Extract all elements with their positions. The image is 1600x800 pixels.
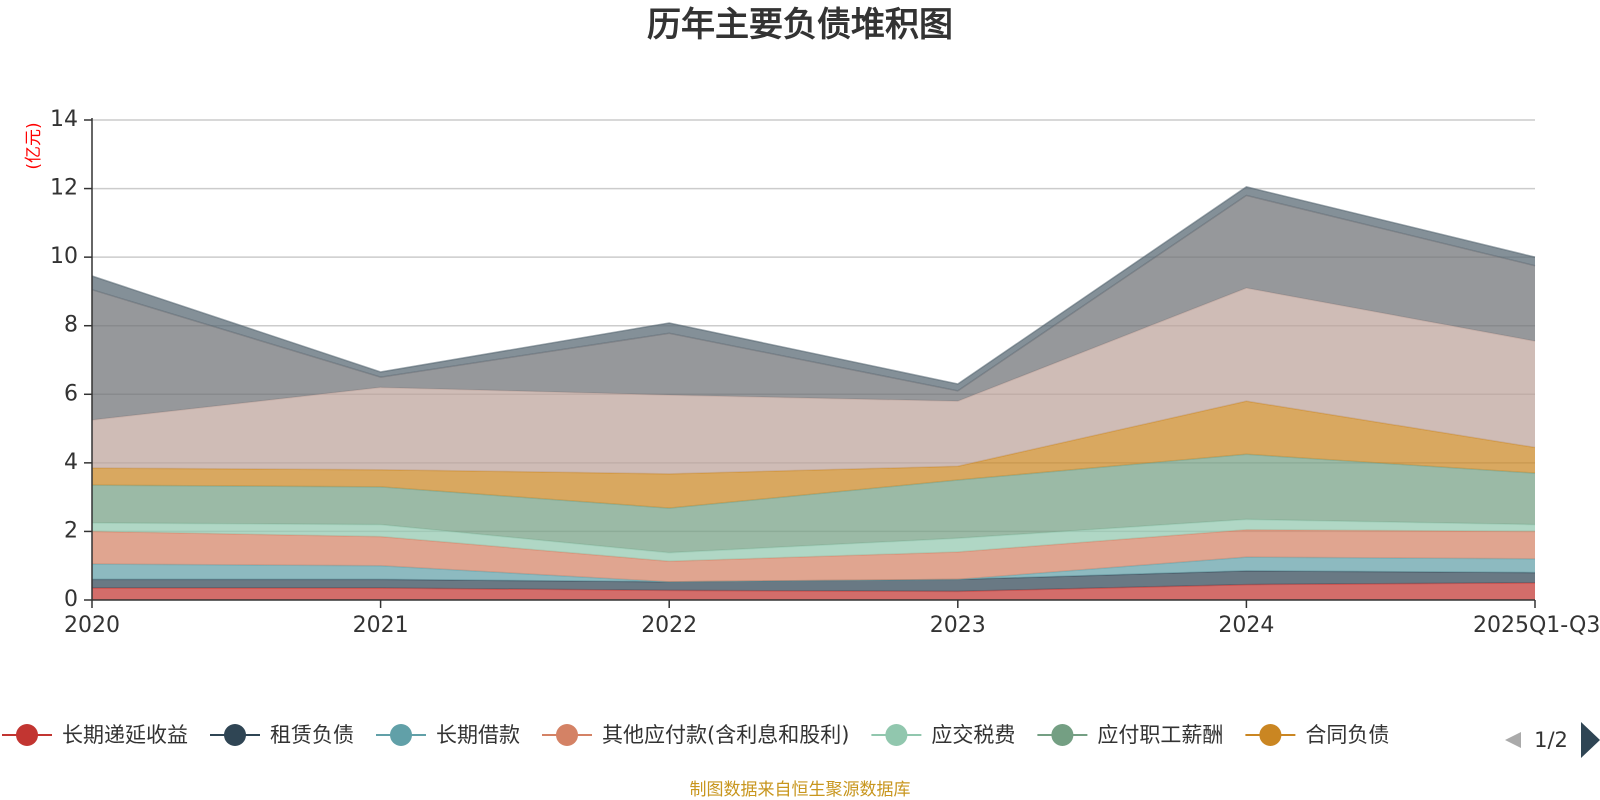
legend-circle-icon (1259, 724, 1282, 746)
area-series-10[interactable] (92, 186, 1535, 391)
legend-item[interactable]: 长期递延收益 (2, 723, 188, 747)
area-series-7[interactable] (92, 401, 1535, 509)
area-series (91, 186, 1536, 600)
axes (91, 118, 1535, 601)
x-tick-label: 2022 (641, 613, 697, 638)
chart-title: 历年主要负债堆积图 (647, 5, 953, 45)
y-tick-label: 14 (50, 107, 78, 132)
y-tick-label: 10 (50, 244, 78, 269)
x-tick-label: 2020 (64, 613, 120, 638)
legend-label: 应付职工薪酬 (1097, 723, 1223, 747)
legend-circle-icon (390, 724, 412, 746)
x-tick-label: 2024 (1218, 613, 1274, 638)
legend-item[interactable]: 应付职工薪酬 (1037, 723, 1223, 747)
x-tick-label: 2025Q1-Q3 (1473, 613, 1600, 638)
legend-item[interactable]: 合同负债 (1245, 723, 1389, 747)
y-tick-label: 2 (64, 518, 78, 543)
x-axis-ticks: 2020 2021 2022 2023 2024 2025Q1-Q3 (64, 600, 1600, 638)
legend-pager: 1/2 (1505, 722, 1600, 758)
area-series-8[interactable] (92, 288, 1535, 474)
legend-circle-icon (224, 724, 246, 746)
area-series-6[interactable] (92, 454, 1535, 553)
legend-next-page-icon[interactable] (1581, 722, 1600, 758)
x-tick-label: 2021 (353, 613, 409, 638)
legend-circle-icon (556, 724, 578, 746)
legend-label: 应交税费 (931, 723, 1015, 747)
y-tick-label: 12 (50, 176, 78, 201)
x-tick-label: 2023 (930, 613, 986, 638)
y-axis-ticks: 0 2 4 6 8 10 12 14 (50, 107, 92, 612)
legend-label: 合同负债 (1305, 723, 1389, 747)
y-tick-label: 4 (64, 450, 78, 475)
legend-circle-icon (1051, 724, 1074, 746)
legend-item[interactable]: 其他应付款(含利息和股利) (542, 723, 849, 747)
legend: 长期递延收益 租赁负债 长期借款 其他应付款(含利息和股利) 应交税费 应付职工薪酬 合同负… (2, 723, 1389, 747)
area-series-10-line (91, 186, 1536, 385)
area-series-5[interactable] (92, 519, 1535, 562)
y-axis-unit: (亿元) (24, 122, 44, 169)
legend-item[interactable]: 长期借款 (376, 723, 520, 747)
legend-page-indicator: 1/2 (1534, 728, 1568, 752)
legend-circle-icon (885, 724, 908, 746)
y-tick-label: 0 (64, 587, 78, 612)
y-tick-label: 8 (64, 313, 78, 338)
legend-label: 其他应付款(含利息和股利) (602, 723, 849, 747)
legend-prev-page-icon[interactable] (1505, 732, 1521, 748)
data-source-note: 制图数据来自恒生聚源数据库 (690, 780, 911, 800)
area-series-9[interactable] (92, 195, 1535, 420)
legend-circle-icon (16, 724, 38, 746)
y-tick-label: 6 (64, 381, 78, 406)
legend-label: 长期借款 (436, 723, 520, 747)
legend-label: 租赁负债 (270, 723, 354, 747)
legend-item[interactable]: 租赁负债 (210, 723, 354, 747)
legend-label: 长期递延收益 (62, 723, 188, 747)
legend-item[interactable]: 应交税费 (871, 723, 1015, 747)
